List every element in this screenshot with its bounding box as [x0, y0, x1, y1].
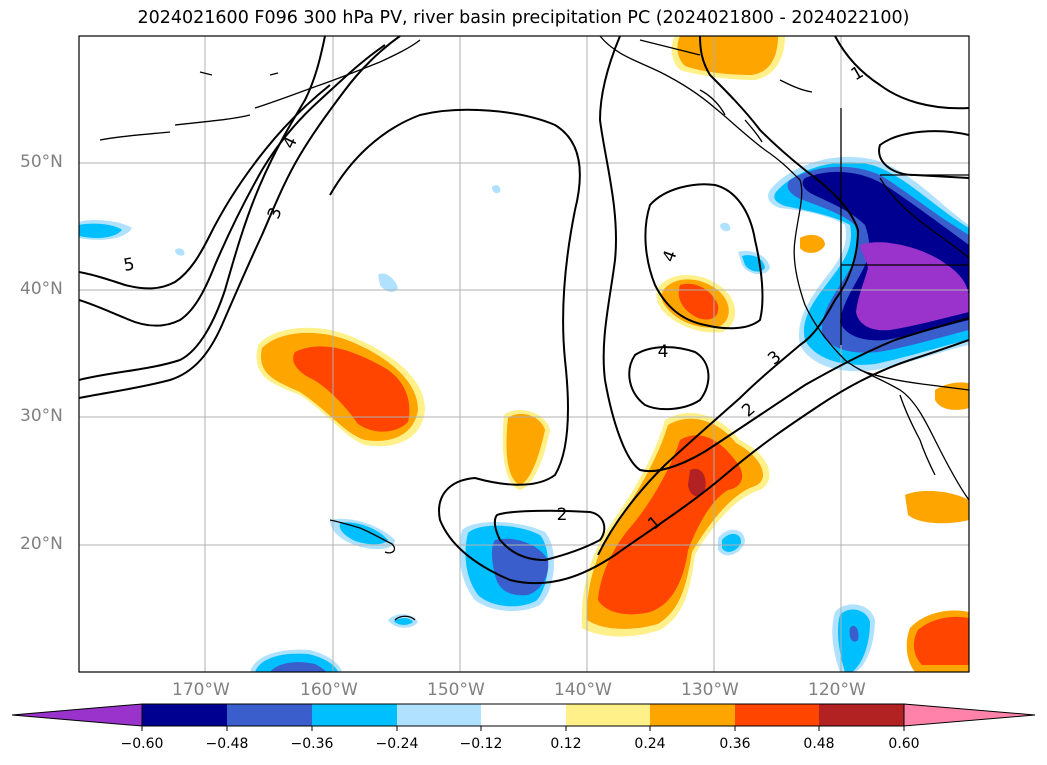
lat-label: 20°N — [20, 534, 63, 554]
lon-label: 140°W — [554, 680, 612, 700]
lon-label: 150°W — [427, 680, 485, 700]
lat-label: 50°N — [20, 152, 63, 172]
colorbar-tick-label: 0.12 — [550, 736, 582, 752]
colorbar-tick-label: −0.36 — [290, 736, 334, 752]
colorbar-tick-label: 0.24 — [634, 736, 666, 752]
lon-label: 170°W — [172, 680, 230, 700]
lon-label: 120°W — [808, 680, 866, 700]
pv-contours — [79, 36, 969, 585]
lat-label: 40°N — [20, 279, 63, 299]
colorbar-tick-label: −0.24 — [375, 736, 419, 752]
pv-label: 5 — [122, 254, 136, 276]
graticule — [79, 36, 969, 672]
colorbar-tick-label: 0.36 — [719, 736, 751, 752]
colorbar-tick-label: 0.48 — [803, 736, 835, 752]
coastlines — [99, 36, 969, 621]
colorbar — [11, 703, 1036, 731]
colorbar-tick-label: −0.60 — [120, 736, 164, 752]
lon-label: 130°W — [681, 680, 739, 700]
map-frame — [78, 35, 970, 673]
colorbar-tick-label: −0.48 — [205, 736, 249, 752]
colorbar-tick-label: 0.60 — [888, 736, 920, 752]
lat-label: 30°N — [20, 406, 63, 426]
lon-label: 160°W — [300, 680, 358, 700]
pv-label: 2 — [557, 505, 568, 525]
pv-label: 4 — [658, 342, 669, 362]
map-title: 2024021600 F096 300 hPa PV, river basin … — [137, 8, 910, 28]
colorbar-tick-label: −0.12 — [459, 736, 503, 752]
precip-pc-shading — [79, 36, 969, 672]
